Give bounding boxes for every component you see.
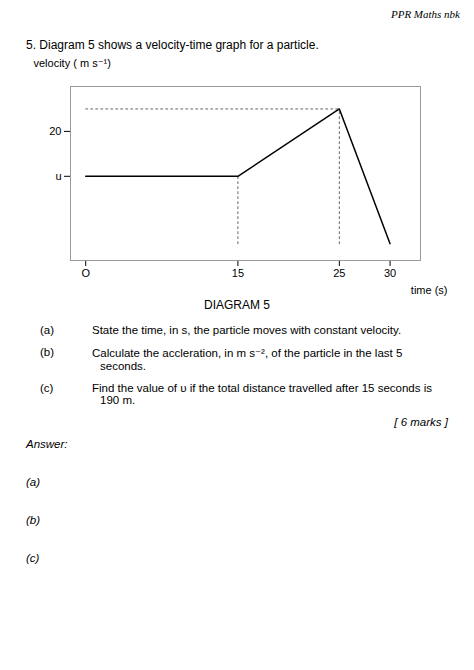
html-text:DIAGRAM 5: DIAGRAM 5 [204, 298, 270, 312]
svg-text:25: 25 [333, 267, 345, 279]
svg-text:velocity ( m s⁻¹): velocity ( m s⁻¹) [34, 57, 111, 69]
html-text:[ 6 marks ]: [ 6 marks ] [394, 416, 448, 428]
html-text:(c): (c) [40, 382, 54, 394]
svg-text:O: O [81, 267, 90, 279]
html-text:(c): (c) [26, 552, 40, 564]
html-text:(a): (a) [40, 324, 55, 336]
html-text:State the time, in s, the part: State the time, in s, the particle moves… [92, 324, 402, 336]
html-text:190 m.: 190 m. [100, 394, 136, 406]
svg-text:time (s): time (s) [411, 284, 448, 296]
svg-text:30: 30 [384, 267, 396, 279]
html-text:(b): (b) [26, 514, 41, 526]
svg-text:15: 15 [232, 267, 244, 279]
html-text:Find the value of υ if the tot: Find the value of υ if the total distanc… [92, 382, 432, 394]
html-text:5. Diagram 5 shows a velocity-: 5. Diagram 5 shows a velocity-time graph… [26, 38, 319, 52]
svg-text:u: u [55, 170, 61, 182]
html-text:Answer:: Answer: [26, 438, 68, 450]
html-text:Calculate the accleration, in: Calculate the accleration, in m s⁻², of … [92, 347, 403, 359]
html-text:seconds.: seconds. [100, 360, 146, 372]
html-text:(b): (b) [40, 346, 55, 358]
html-text:PPR Maths nbk: PPR Maths nbk [391, 8, 460, 20]
svg-text:20: 20 [49, 125, 61, 137]
html-text:(a): (a) [26, 476, 41, 488]
